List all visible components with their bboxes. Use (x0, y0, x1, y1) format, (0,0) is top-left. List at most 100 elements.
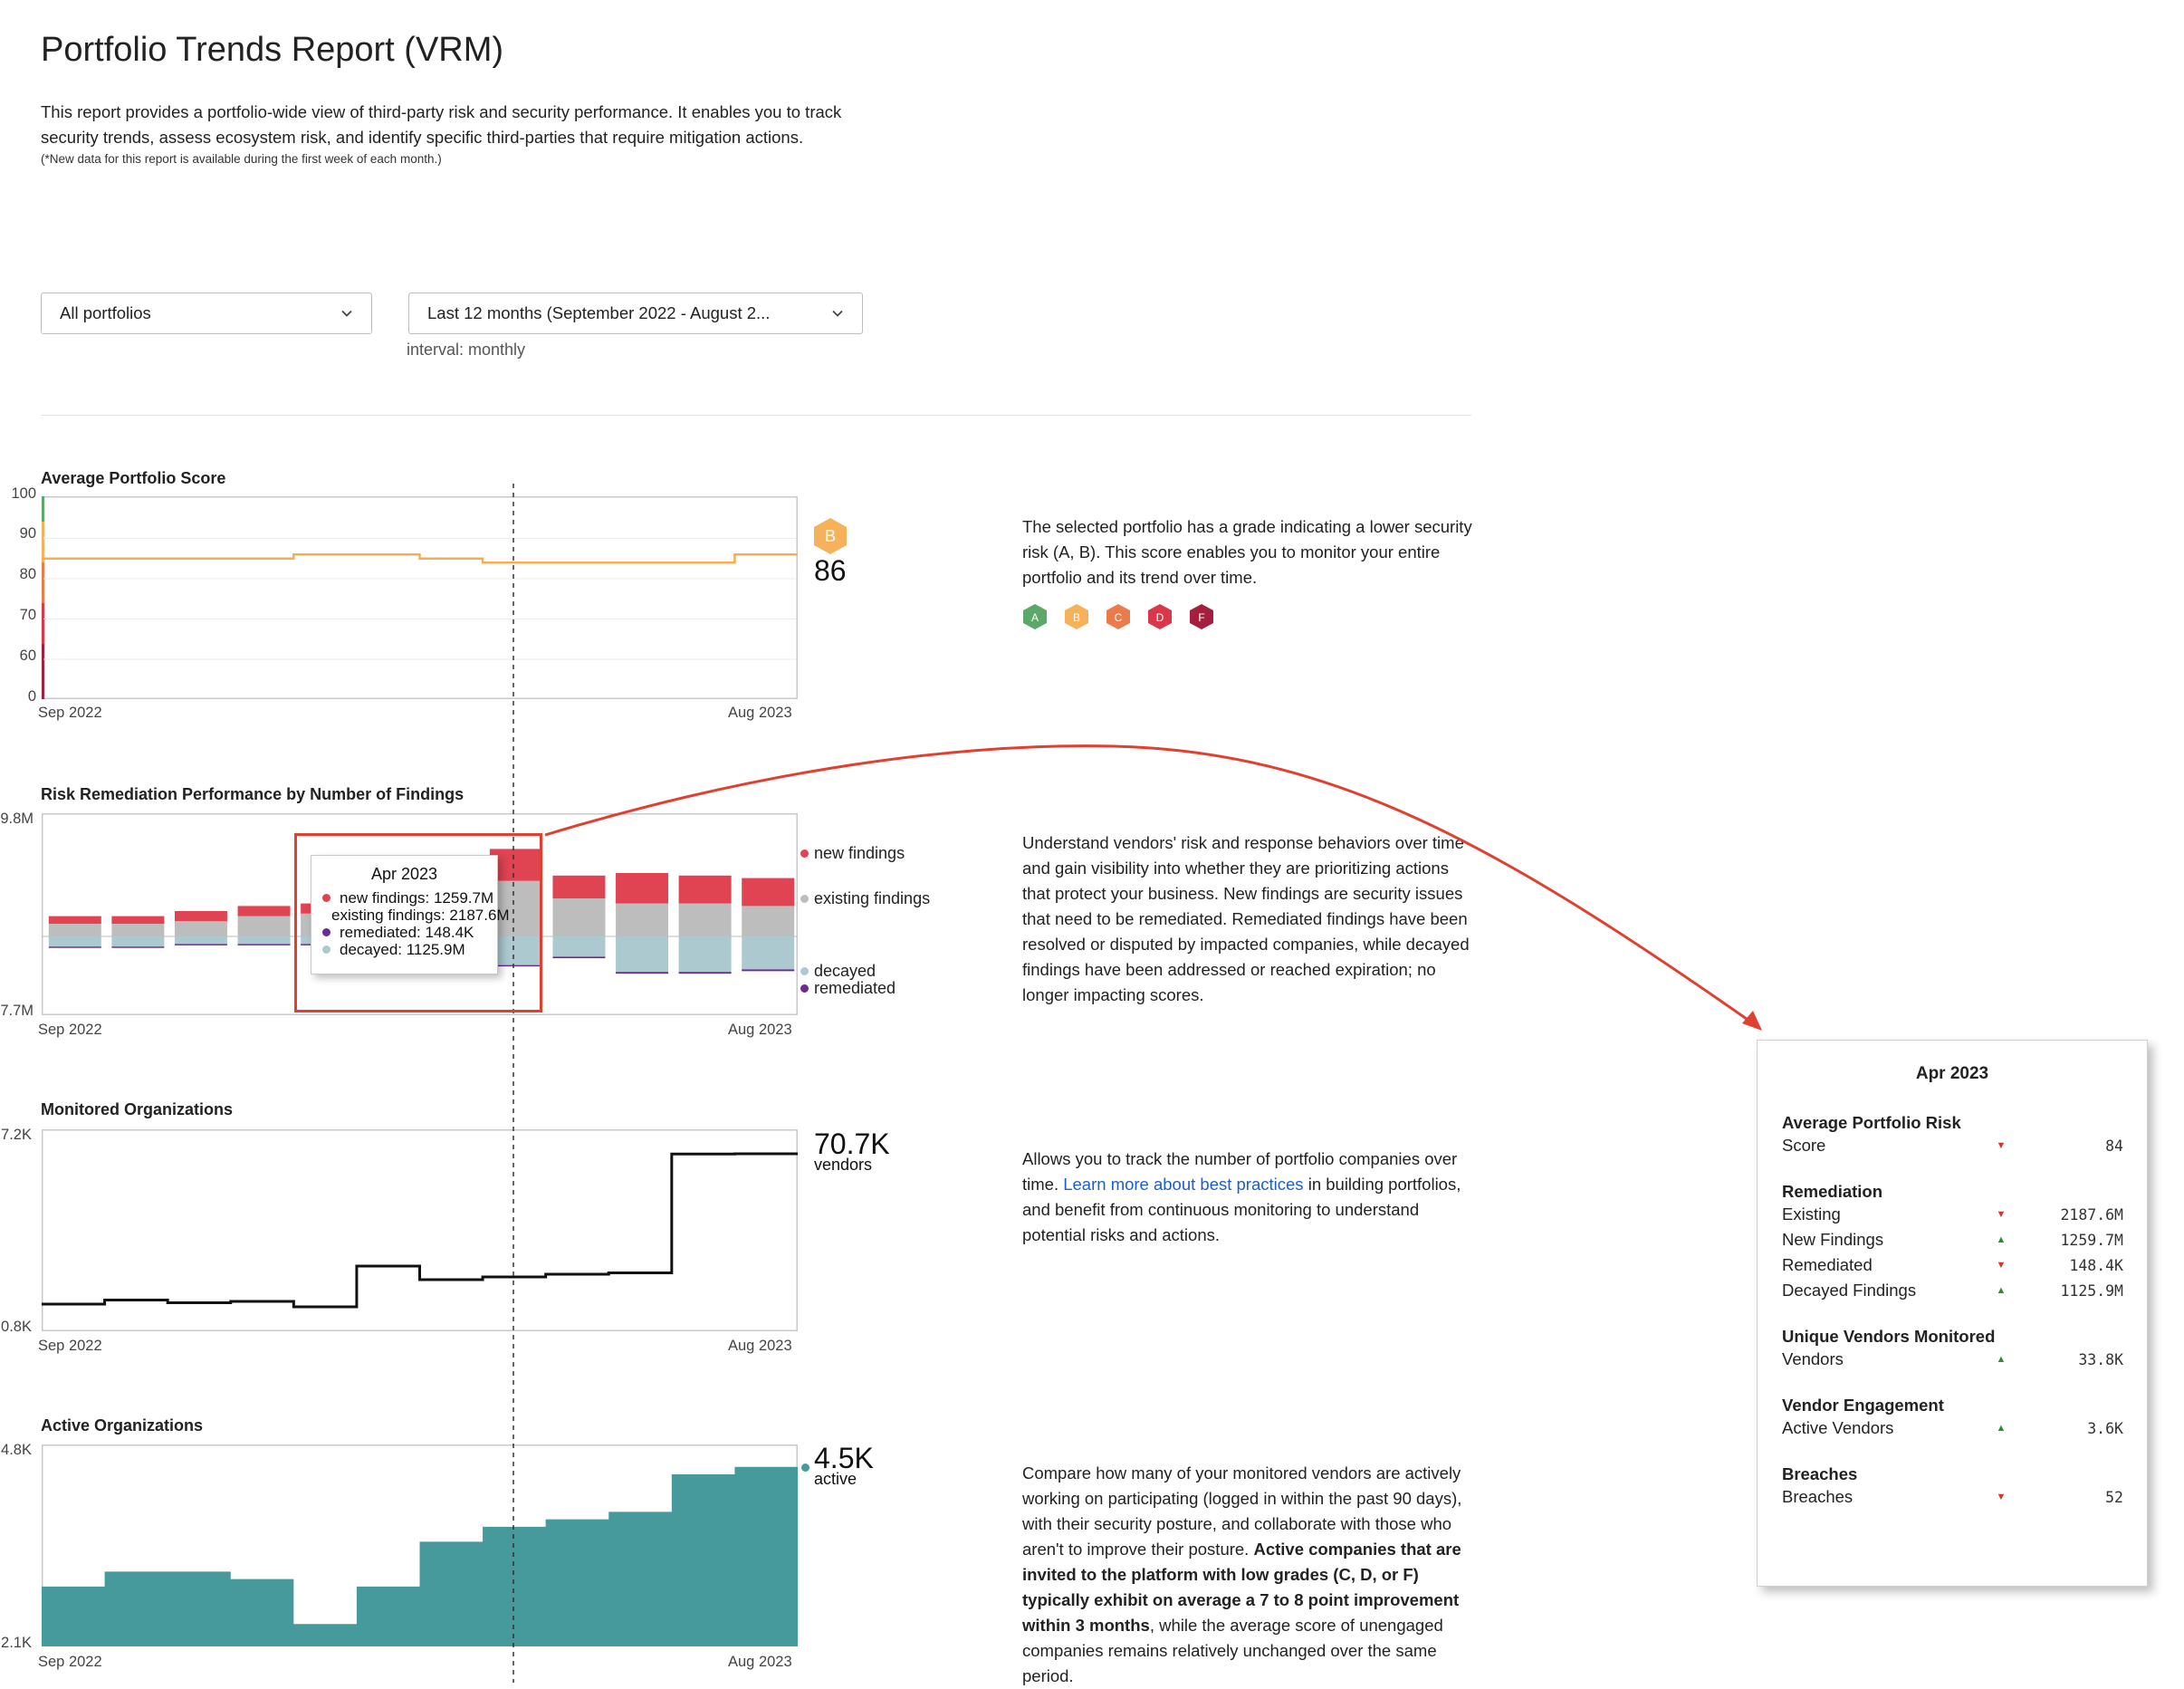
y-axis-top-label: 4.8K (1, 1442, 32, 1458)
trend-down-icon: ▼ (1996, 1260, 2007, 1271)
x-axis-start-label: Sep 2022 (38, 705, 102, 721)
details-row-value: 33.8K (2078, 1350, 2123, 1368)
report-description-line-2: security trends, assess ecosystem risk, … (41, 128, 804, 147)
score-chart[interactable] (42, 496, 798, 699)
trend-down-icon: ▼ (1996, 1492, 2007, 1502)
grade-strip-a (42, 496, 44, 522)
y-tick-label: 70 (19, 607, 36, 623)
score-line (42, 553, 798, 564)
bar-existing (489, 880, 542, 936)
legend-label: new findings (814, 844, 905, 862)
details-row-label: Remediated (1782, 1255, 1873, 1274)
monitored-line (42, 1152, 798, 1309)
tooltip-row-remediated: remediated: 148.4K (311, 924, 497, 941)
y-axis-bottom-label: 2.1K (1, 1635, 32, 1651)
grade-d-badge: D (1148, 604, 1172, 629)
details-row: New Findings ▲ 1259.7M (1782, 1227, 2123, 1252)
y-axis-top-label: 7.2K (1, 1127, 32, 1143)
interval-label: interval: monthly (407, 341, 526, 359)
bar-decayed (552, 936, 606, 957)
monitored-unit: vendors (814, 1156, 873, 1174)
active-marker-dot (801, 1463, 809, 1472)
legend-dot (800, 895, 809, 903)
portfolio-select[interactable]: All portfolios (41, 293, 372, 334)
grade-letter: D (1156, 611, 1164, 624)
x-axis-end-label: Aug 2023 (728, 1338, 792, 1354)
grade-b-badge: B (814, 518, 847, 554)
chart-tooltip: Apr 2023 new findings: 1259.7M existing … (311, 855, 510, 974)
grade-strip-d (42, 603, 44, 644)
legend-remediated[interactable]: remediated (800, 979, 896, 998)
grade-letter: A (1031, 611, 1039, 624)
bar-new (237, 906, 291, 916)
bar-remediated (552, 956, 606, 959)
bar-new (174, 911, 227, 922)
bar-decayed (111, 936, 165, 947)
tooltip-text: decayed: 1125.9M (340, 941, 465, 958)
description-text: Allows you to track the number of portfo… (1022, 1149, 1458, 1194)
best-practices-link[interactable]: Learn more about best practices (1063, 1175, 1304, 1194)
details-section-title: Remediation (1782, 1182, 1883, 1201)
bar-decayed (174, 936, 227, 945)
page-title: Portfolio Trends Report (VRM) (41, 31, 504, 69)
legend-new-findings[interactable]: new findings (800, 844, 905, 863)
details-row-value: 148.4K (2069, 1256, 2123, 1274)
details-row: Score ▼ 84 (1782, 1133, 2123, 1158)
bar-new (48, 916, 101, 924)
grade-letter: C (1115, 611, 1123, 624)
bar-remediated (678, 972, 732, 974)
details-section-title: Breaches (1782, 1464, 1858, 1483)
active-area (42, 1466, 798, 1646)
y-tick-label: 100 (11, 485, 36, 502)
legend-label: decayed (814, 962, 876, 980)
tooltip-text: existing findings: 2187.6M (331, 907, 510, 924)
x-axis-start-label: Sep 2022 (38, 1022, 102, 1038)
score-value: 86 (814, 554, 847, 587)
y-axis-bottom-label: 0.8K (1, 1319, 32, 1335)
description-text: in building portfolios, and benefit from… (1022, 1175, 1461, 1244)
score-description: The selected portfolio has a grade indic… (1022, 517, 1472, 587)
details-row-label: New Findings (1782, 1230, 1884, 1249)
details-row-value: 1259.7M (2060, 1231, 2123, 1249)
details-panel-title: Apr 2023 (1915, 1064, 1989, 1083)
chevron-down-icon (341, 310, 352, 317)
grade-strip-b (42, 522, 44, 562)
bar-decayed (616, 936, 669, 973)
bar-existing (111, 924, 165, 936)
details-row-label: Score (1782, 1136, 1826, 1155)
details-row-label: Active Vendors (1782, 1418, 1894, 1437)
legend-label: existing findings (814, 889, 931, 907)
description-text: Compare how many of your monitored vendo… (1022, 1463, 1462, 1559)
grade-c-badge: C (1106, 604, 1130, 629)
trend-down-icon: ▼ (1996, 1140, 2007, 1151)
details-panel-sections: Average Portfolio Risk Score ▼ 84 Remediatio… (1758, 1113, 2147, 1510)
tooltip-row-new: new findings: 1259.7M (311, 889, 497, 907)
date-range-select[interactable]: Last 12 months (September 2022 - August … (408, 293, 863, 334)
tooltip-title: Apr 2023 (370, 865, 438, 883)
active-description: Compare how many of your monitored vendo… (1022, 1461, 1475, 1689)
remediation-description: Understand vendors' risk and response be… (1022, 833, 1470, 1004)
bar-decayed (489, 936, 542, 965)
details-row-value: 2187.6M (2060, 1205, 2123, 1224)
x-axis-end-label: Aug 2023 (728, 705, 792, 721)
details-row: Decayed Findings ▲ 1125.9M (1782, 1278, 2123, 1303)
tooltip-text: remediated: 148.4K (340, 924, 474, 941)
y-axis-top-label: 9.8M (0, 811, 34, 827)
legend-dot (800, 967, 809, 975)
portfolio-select-value: All portfolios (60, 303, 151, 322)
monitored-chart[interactable] (42, 1129, 798, 1331)
details-row-label: Vendors (1782, 1349, 1844, 1368)
tooltip-highlight-box (294, 833, 542, 1012)
data-availability-note: (*New data for this report is available … (41, 152, 442, 166)
grade-b-badge: B (1065, 604, 1088, 629)
grade-strip-c (42, 562, 44, 603)
legend-decayed[interactable]: decayed (800, 962, 876, 981)
date-range-select-value: Last 12 months (September 2022 - August … (427, 303, 771, 322)
trend-up-icon: ▲ (1996, 1423, 2007, 1434)
active-chart[interactable] (42, 1444, 798, 1646)
bar-decayed (678, 936, 732, 973)
y-tick-label: 90 (19, 525, 36, 542)
legend-existing-findings[interactable]: existing findings (800, 889, 930, 908)
bar-remediated (742, 969, 795, 972)
details-row: Remediated ▼ 148.4K (1782, 1252, 2123, 1278)
